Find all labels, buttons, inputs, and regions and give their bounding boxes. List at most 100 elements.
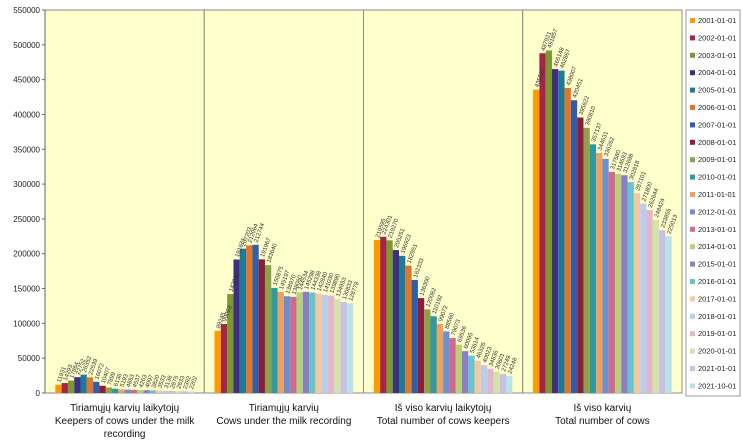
bar xyxy=(290,296,297,393)
data-label: 2633 xyxy=(176,375,186,390)
data-label: 89245 xyxy=(216,311,228,329)
category-label: Tiriamųjų karvių Cows under the milk reco… xyxy=(216,403,351,427)
data-label: 4853 xyxy=(126,373,136,388)
legend: 2001-01-01 2002-01-01 2003-01-01 2004-01-01… xyxy=(685,9,741,397)
bar xyxy=(334,299,341,393)
bar xyxy=(589,144,597,393)
legend-label: 2017-01-01 xyxy=(698,294,736,303)
data-label: 6136 xyxy=(113,372,123,387)
bar xyxy=(646,210,653,393)
bar xyxy=(321,294,328,393)
data-label: 79073 xyxy=(451,318,463,336)
legend-label: 2021-10-01 xyxy=(698,381,736,390)
bar xyxy=(118,389,125,393)
legend-swatch xyxy=(690,35,695,41)
legend-label: 2003-01-01 xyxy=(698,51,736,60)
bar xyxy=(577,117,584,393)
data-label: 46326 xyxy=(476,341,488,359)
y-tick-label: 200000 xyxy=(13,250,40,259)
data-label: 69536 xyxy=(457,325,469,343)
legend-swatch xyxy=(690,331,695,337)
bar xyxy=(80,374,87,393)
legend-swatch xyxy=(690,192,695,197)
y-tick-label: 250000 xyxy=(13,215,40,224)
bar xyxy=(283,296,291,393)
legend-label: 2016-01-01 xyxy=(698,277,736,286)
data-label: 60095 xyxy=(463,331,475,349)
bar xyxy=(608,171,615,393)
bar xyxy=(302,291,310,393)
data-label: 4537 xyxy=(132,373,142,388)
legend-label: 2008-01-01 xyxy=(698,138,736,147)
legend-swatch xyxy=(690,70,695,76)
y-tick-label: 550000 xyxy=(13,6,40,15)
y-tick-label: 50000 xyxy=(18,354,41,363)
bar xyxy=(545,50,552,393)
legend-label: 2001-01-01 xyxy=(698,16,736,25)
legend-label: 2014-01-01 xyxy=(698,242,736,251)
bar xyxy=(86,377,94,393)
bar xyxy=(659,230,666,393)
legend-swatch xyxy=(690,226,695,232)
bar xyxy=(558,70,565,393)
legend-swatch xyxy=(690,18,695,23)
data-label: 22752 xyxy=(76,357,88,375)
data-label: 10407 xyxy=(101,366,113,384)
legend-label: 2002-01-01 xyxy=(698,33,736,42)
bar xyxy=(474,360,481,393)
bar xyxy=(405,265,412,393)
legend-swatch xyxy=(690,87,695,93)
data-label: 16072 xyxy=(95,362,107,380)
data-label: 4263 xyxy=(139,373,149,388)
bar xyxy=(315,293,322,393)
legend-swatch xyxy=(690,209,695,215)
bar xyxy=(327,295,335,393)
legend-label: 2015-01-01 xyxy=(698,260,736,269)
bar xyxy=(239,248,247,393)
bar xyxy=(162,390,169,393)
data-label: 99003 xyxy=(222,304,234,322)
bar xyxy=(539,53,546,394)
data-label: 3136 xyxy=(164,374,174,389)
data-label: 24248 xyxy=(508,356,520,374)
legend-label: 2011-01-01 xyxy=(698,190,736,199)
legend-swatch xyxy=(690,174,695,180)
data-label: 22539 xyxy=(88,358,100,376)
bar xyxy=(296,292,303,393)
bar xyxy=(602,158,609,393)
bar xyxy=(392,250,400,393)
legend-swatch xyxy=(690,313,695,319)
bar xyxy=(633,193,641,393)
bar xyxy=(506,376,513,393)
legend-label: 2020-01-01 xyxy=(698,347,736,356)
data-label: 4097 xyxy=(145,374,155,389)
bar xyxy=(493,371,500,393)
bar xyxy=(187,391,194,393)
bar xyxy=(564,87,571,393)
legend-swatch xyxy=(690,244,695,250)
bar xyxy=(181,391,188,393)
bar xyxy=(175,391,182,393)
legend-label: 2004-01-01 xyxy=(698,68,736,77)
data-label: 5193 xyxy=(120,373,130,388)
bar xyxy=(309,292,316,393)
data-label: 3820 xyxy=(151,374,161,389)
bar xyxy=(137,390,144,393)
data-label: 30601 xyxy=(495,352,507,370)
legend-label: 2007-01-01 xyxy=(698,120,736,129)
legend-label: 2013-01-01 xyxy=(698,225,736,234)
bar xyxy=(340,301,347,393)
y-tick-label: 350000 xyxy=(13,145,40,154)
bar xyxy=(468,355,475,393)
bar xyxy=(246,245,253,393)
bar xyxy=(455,344,463,393)
y-tick-label: 400000 xyxy=(13,110,40,119)
legend-label: 2009-01-01 xyxy=(698,155,736,164)
bar xyxy=(346,303,354,393)
bar xyxy=(227,294,234,393)
data-label: 40023 xyxy=(482,345,494,363)
bar xyxy=(462,351,469,393)
bar xyxy=(499,374,507,393)
category-labels: Tiriamųjų karvių laikytojų Keepers of cow… xyxy=(55,403,650,440)
bar xyxy=(399,255,406,393)
